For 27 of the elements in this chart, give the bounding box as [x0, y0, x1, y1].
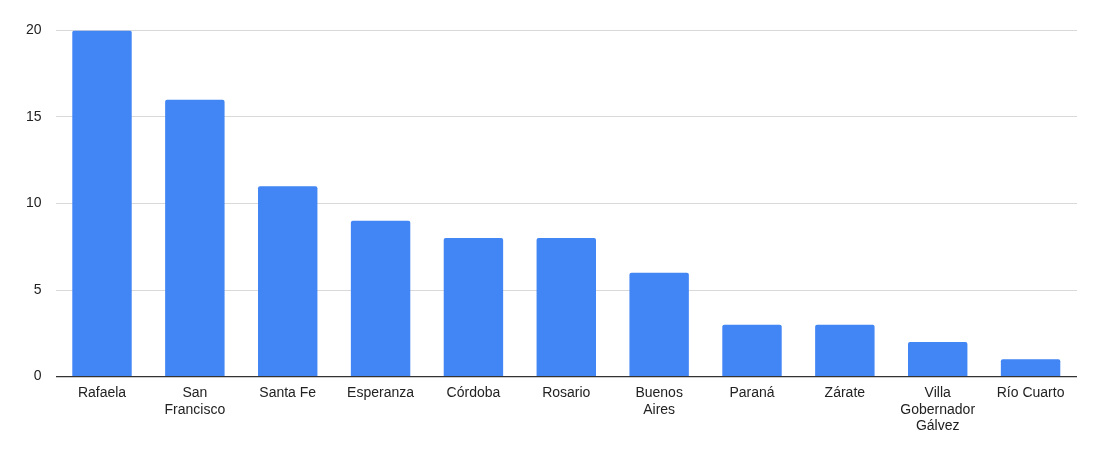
bar — [908, 341, 968, 376]
y-tick-label: 5 — [33, 280, 42, 297]
y-tick-label: 0 — [33, 367, 42, 384]
x-tick-label: Santa Fe — [259, 383, 317, 400]
x-tick-label: Rosario — [542, 383, 591, 400]
bar — [629, 272, 689, 376]
x-tick-label: Zárate — [824, 383, 866, 400]
x-tick-label: San Francisco — [164, 383, 226, 417]
y-tick-label: 20 — [25, 21, 42, 38]
y-tick-label: 10 — [25, 194, 42, 211]
x-tick-label: Buenos Aires — [635, 383, 683, 417]
x-tick-label: Rafaela — [77, 383, 127, 400]
bar — [350, 220, 411, 376]
x-tick-label: Paraná — [729, 383, 775, 400]
bar — [1000, 359, 1061, 376]
bar — [722, 324, 782, 376]
x-tick-label: Río Cuarto — [996, 383, 1065, 400]
bar — [258, 186, 318, 376]
bar — [72, 30, 132, 376]
x-tick-label: Córdoba — [446, 383, 501, 400]
bar — [443, 238, 504, 376]
bar — [815, 324, 875, 376]
bar — [165, 99, 225, 376]
x-tick-label: Villa Gobernador Gálvez — [900, 383, 976, 434]
bar — [536, 238, 596, 376]
y-tick-label: 15 — [25, 107, 42, 124]
x-tick-label: Esperanza — [347, 383, 415, 400]
